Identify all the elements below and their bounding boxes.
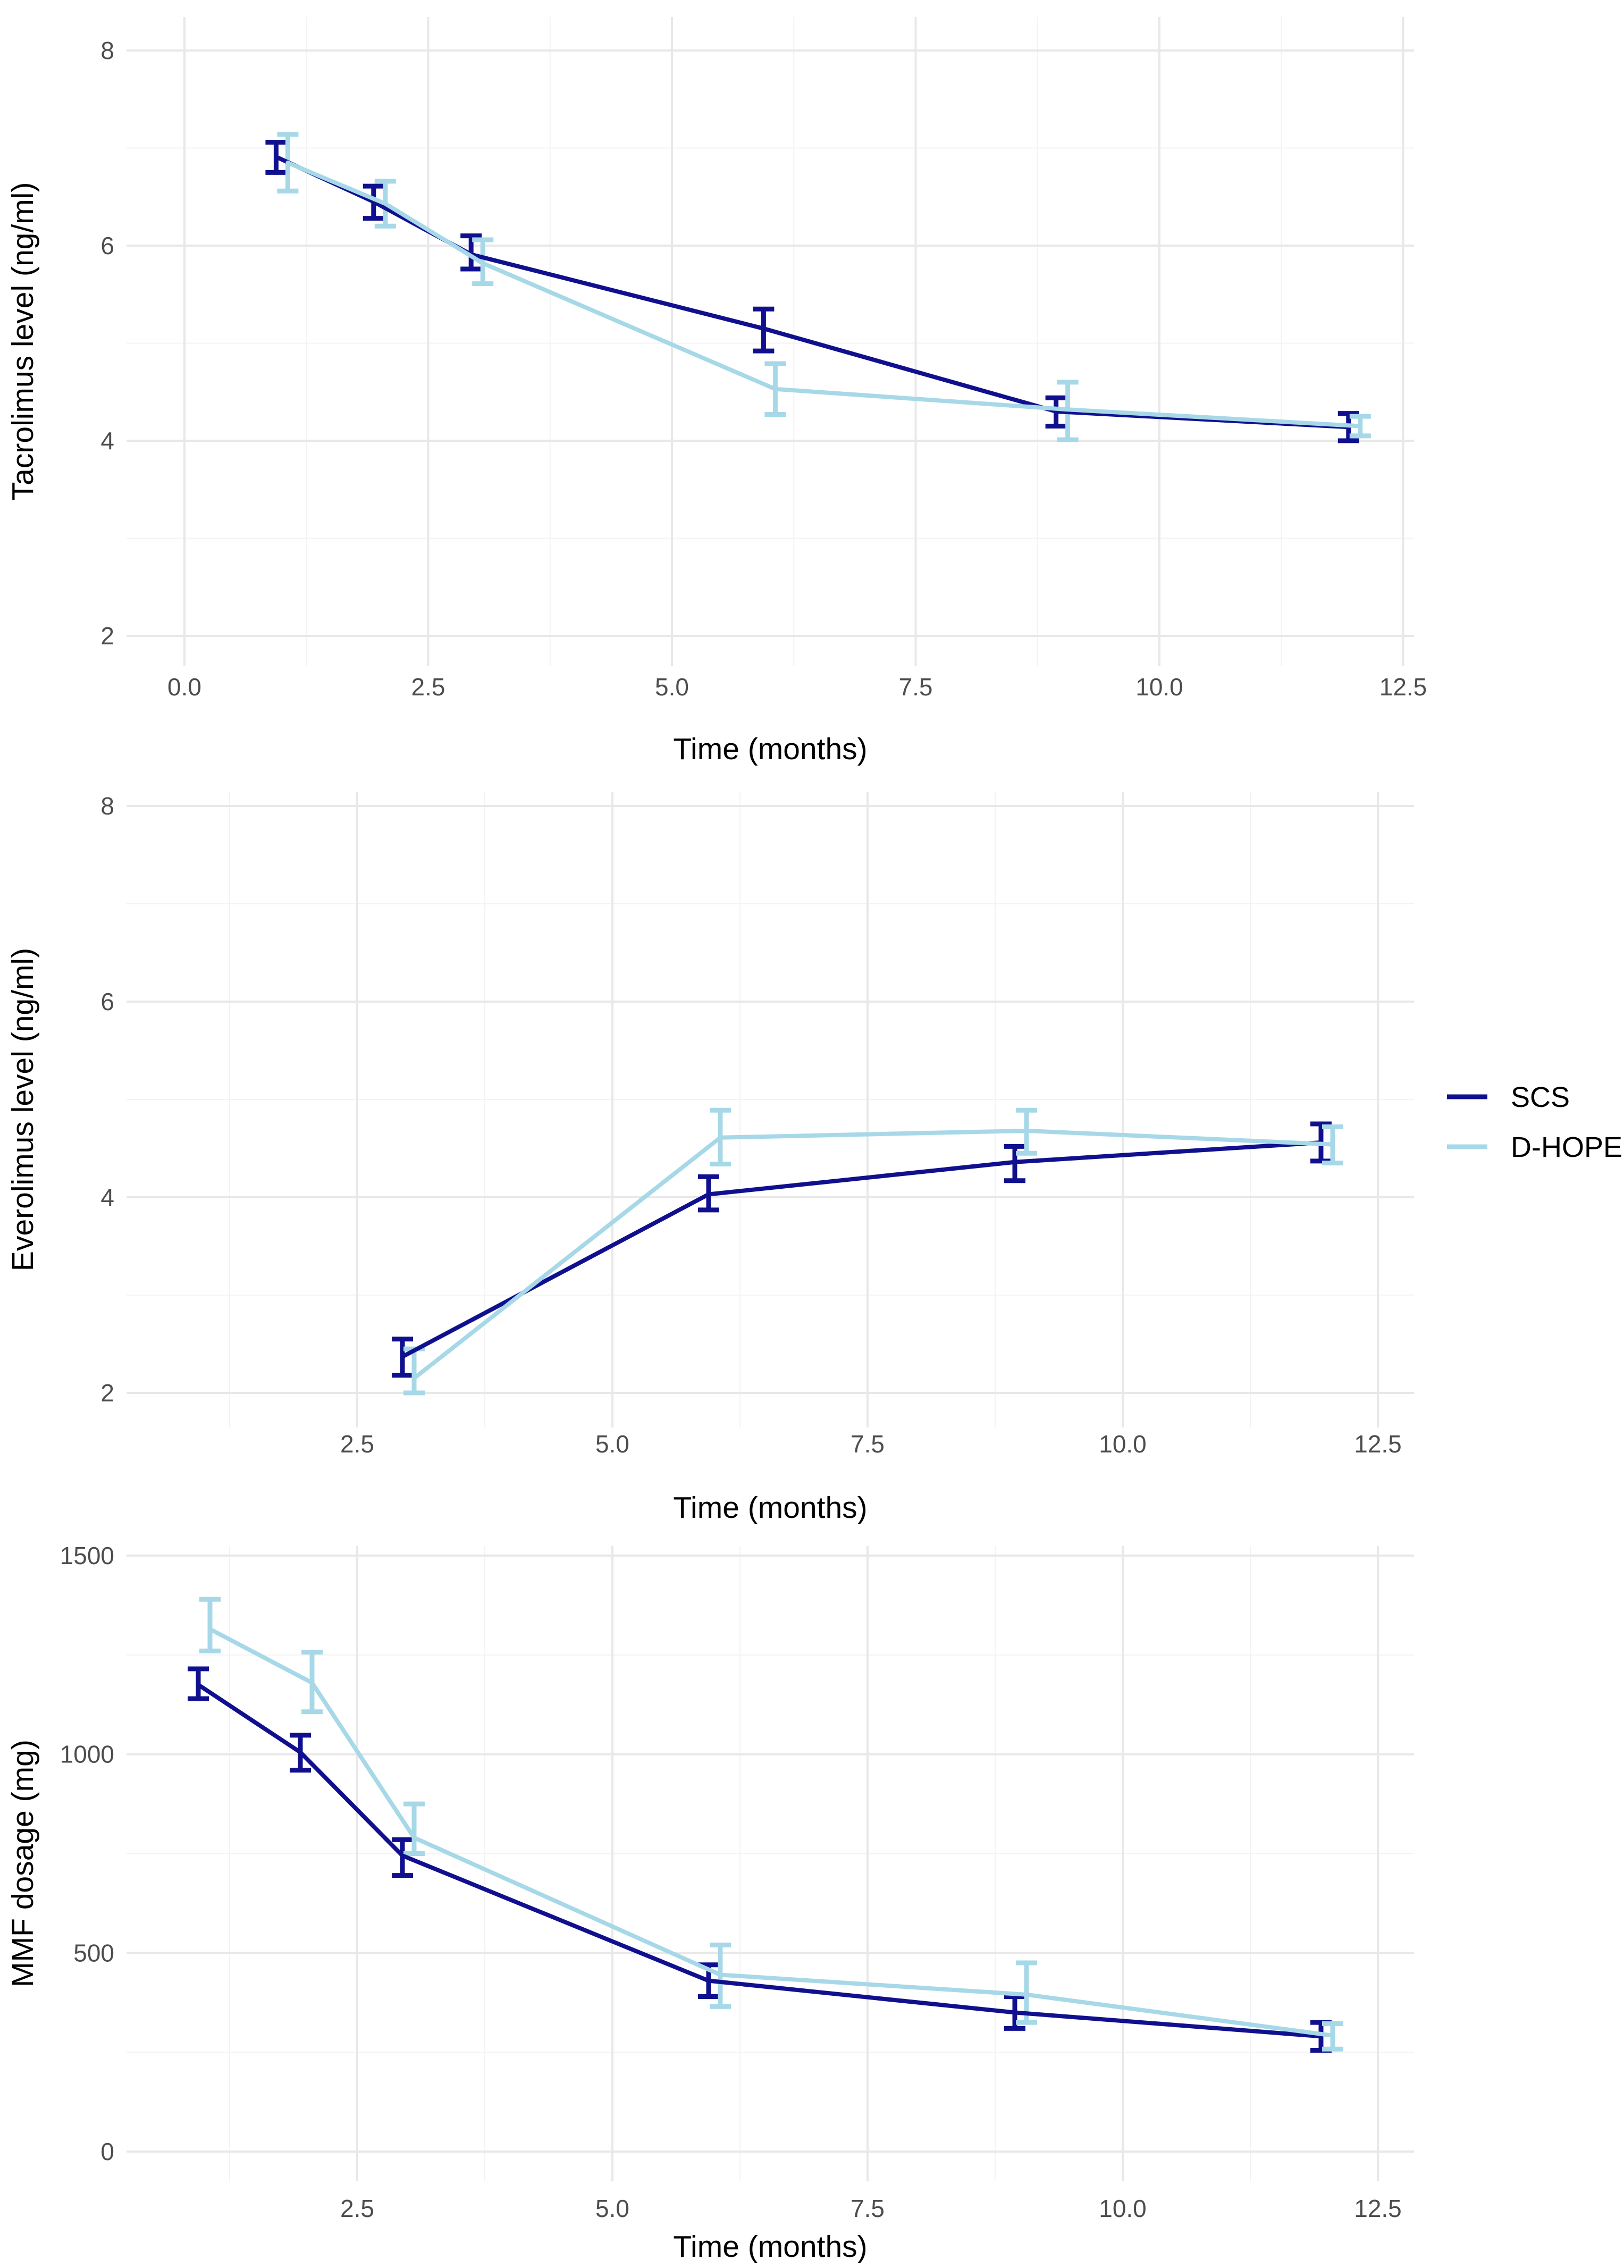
legend-label: SCS <box>1511 1081 1570 1113</box>
series-line-scs <box>196 1682 1323 2039</box>
x-tick-label: 12.5 <box>1354 2195 1402 2222</box>
series-line-scs <box>400 1140 1323 1359</box>
series-line-scs <box>274 155 1351 430</box>
x-tick-label: 12.5 <box>1354 1430 1402 1458</box>
x-tick-label: 2.5 <box>340 1430 374 1458</box>
y-axis-title-mmf: MMF dosage (mg) <box>6 1740 40 1987</box>
y-tick-label: 1500 <box>60 1542 114 1569</box>
x-tick-label: 2.5 <box>340 2195 374 2222</box>
series-line-d-hope <box>412 1128 1335 1381</box>
x-axis-title-tacrolimus: Time (months) <box>673 732 867 766</box>
everolimus-chart: 2.5 5.0 7.5 10.0 12.5 2 4 6 8 SCS D-HOPE Everolim… <box>6 792 1622 1525</box>
legend-item-scs: SCS <box>1447 1081 1570 1113</box>
x-tick-label: 5.0 <box>595 1430 629 1458</box>
mmf-plot-area: 2.5 5.0 7.5 10.0 12.5 0 500 1000 1500 <box>60 1542 1414 2222</box>
x-tick-label: 10.0 <box>1099 2195 1147 2222</box>
error-bar-d-hope <box>199 1597 221 1653</box>
x-tick-label: 0.0 <box>167 673 201 701</box>
tacrolimus-plot-area: 0.0 2.5 5.0 7.5 10.0 12.5 2 4 6 8 <box>100 17 1427 701</box>
series-line-d-hope <box>208 1627 1335 2038</box>
x-tick-label: 7.5 <box>851 2195 885 2222</box>
everolimus-plot-area: 2.5 5.0 7.5 10.0 12.5 2 4 6 8 <box>100 792 1414 1458</box>
y-tick-label: 8 <box>100 37 114 64</box>
series-line-d-hope <box>285 161 1362 429</box>
error-bar-d-hope <box>403 1801 425 1857</box>
x-tick-label: 5.0 <box>595 2195 629 2222</box>
y-tick-label: 500 <box>73 1939 114 1967</box>
x-tick-label: 7.5 <box>899 673 933 701</box>
x-tick-label: 10.0 <box>1135 673 1183 701</box>
y-tick-label: 4 <box>100 1183 114 1211</box>
y-axis-title-tacrolimus: Tacrolimus level (ng/ml) <box>6 182 40 501</box>
y-tick-label: 2 <box>100 1379 114 1407</box>
tacrolimus-chart: 0.0 2.5 5.0 7.5 10.0 12.5 2 4 6 8 Tacrolimus leve… <box>6 17 1427 766</box>
x-tick-label: 5.0 <box>655 673 689 701</box>
y-tick-label: 0 <box>100 2138 114 2165</box>
x-axis-title-everolimus: Time (months) <box>673 1491 867 1525</box>
y-axis-title-everolimus: Everolimus level (ng/ml) <box>6 948 40 1271</box>
x-tick-label: 12.5 <box>1379 673 1427 701</box>
y-tick-label: 6 <box>100 988 114 1015</box>
legend: SCS D-HOPE <box>1447 1081 1622 1163</box>
mmf-dosage-chart: 2.5 5.0 7.5 10.0 12.5 0 500 1000 1500 MMF dosage… <box>6 1542 1414 2264</box>
x-tick-label: 2.5 <box>411 673 445 701</box>
x-tick-label: 7.5 <box>851 1430 885 1458</box>
x-tick-label: 10.0 <box>1099 1430 1147 1458</box>
legend-item-d-hope: D-HOPE <box>1447 1131 1622 1163</box>
y-tick-label: 8 <box>100 792 114 820</box>
legend-label: D-HOPE <box>1511 1131 1622 1163</box>
y-tick-label: 4 <box>100 427 114 455</box>
y-tick-label: 6 <box>100 232 114 259</box>
y-tick-label: 2 <box>100 622 114 650</box>
y-tick-label: 1000 <box>60 1741 114 1768</box>
x-axis-title-mmf: Time (months) <box>673 2230 867 2264</box>
